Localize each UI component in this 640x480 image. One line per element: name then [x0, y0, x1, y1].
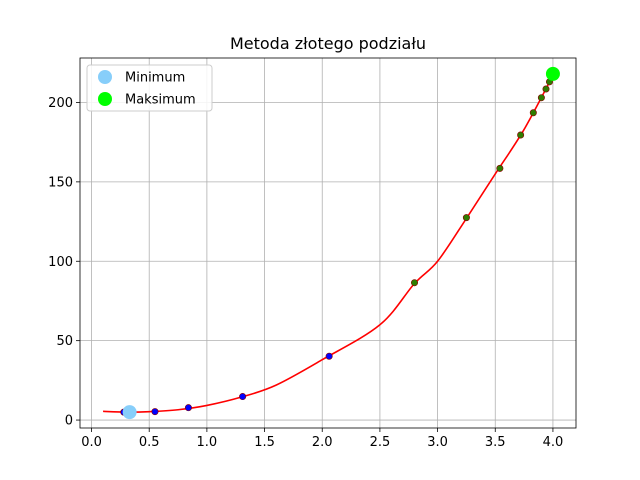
data-point	[325, 352, 333, 360]
data-point	[411, 279, 419, 287]
x-tick-label: 1.5	[254, 435, 275, 450]
x-tick-label: 4.0	[543, 435, 564, 450]
x-tick-label: 2.5	[370, 435, 391, 450]
function-curve	[103, 75, 554, 413]
data-point	[239, 393, 247, 401]
data-point	[496, 164, 504, 172]
x-tick-label: 3.5	[485, 435, 506, 450]
data-point	[184, 404, 192, 412]
maximum-marker	[545, 66, 560, 81]
legend-box	[86, 64, 213, 112]
grid	[80, 58, 576, 428]
data-point	[462, 214, 470, 222]
x-tick-label: 3.0	[427, 435, 448, 450]
axes	[79, 57, 577, 429]
x-tick-label: 0.5	[139, 435, 160, 450]
legend-label: Maksimum	[125, 93, 196, 108]
minimum-marker	[122, 405, 137, 420]
y-tick-label: 0	[65, 414, 73, 429]
x-tick-label: 2.0	[312, 435, 333, 450]
y-tick-label: 50	[56, 334, 73, 349]
legend-label: Minimum	[125, 71, 185, 86]
y-tick-label: 150	[48, 175, 73, 190]
data-point	[537, 94, 545, 102]
legend-marker	[98, 92, 112, 106]
legend-marker	[98, 70, 112, 84]
data-point	[542, 85, 550, 93]
legend: Minimum Maksimum	[86, 64, 213, 112]
y-tick-label: 100	[48, 255, 73, 270]
points-layer	[120, 66, 560, 420]
data-point	[517, 131, 525, 139]
data-point	[151, 408, 159, 416]
ticks: 0.0 0.5 1.0 1.5 2.0 2.5 3.0 3.5 4.0 0 50 100 150 200	[48, 96, 563, 450]
chart-title: Metoda złotego podziału	[230, 34, 426, 53]
x-tick-label: 0.0	[81, 435, 102, 450]
y-tick-label: 200	[48, 96, 73, 111]
curve-layer	[103, 75, 554, 413]
axes-frame	[79, 57, 577, 429]
x-tick-label: 1.0	[197, 435, 218, 450]
data-point	[529, 109, 537, 117]
